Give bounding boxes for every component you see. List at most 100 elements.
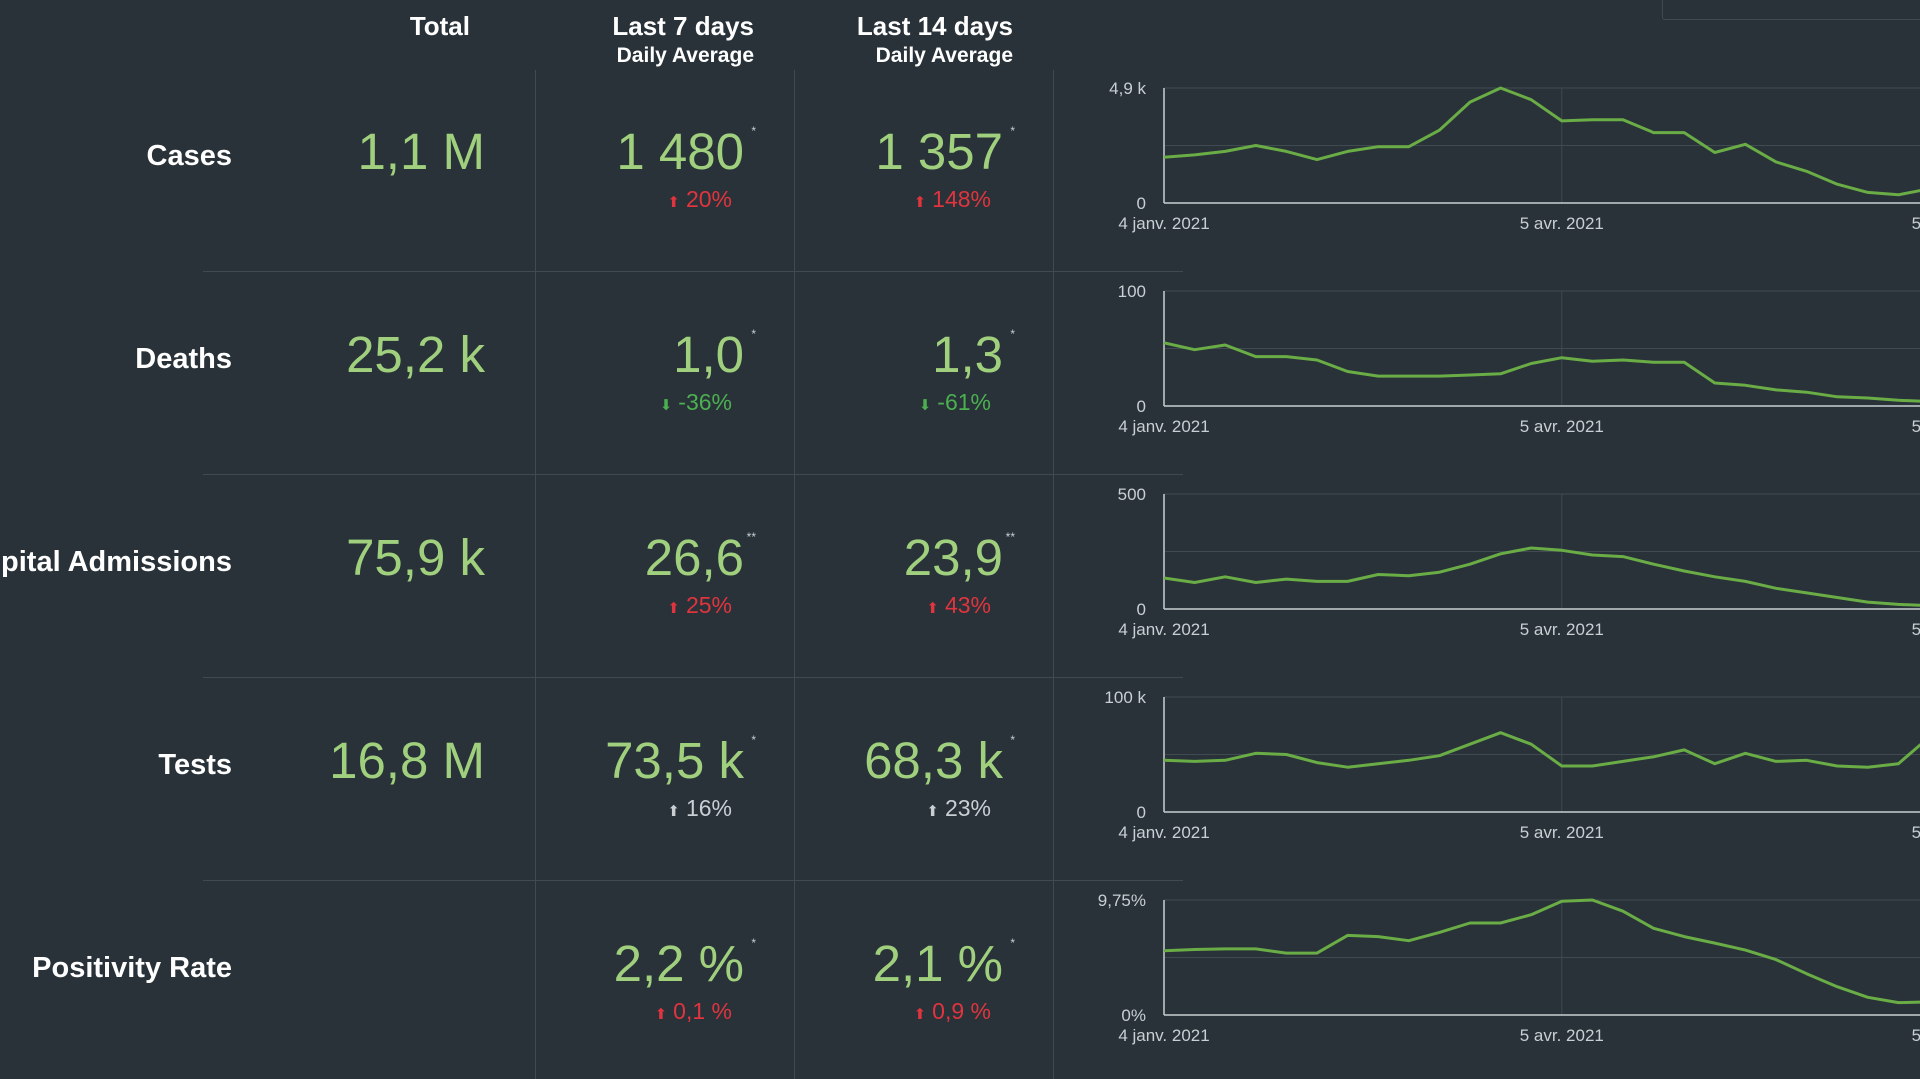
chg7-text: 20% — [685, 186, 732, 212]
series-line — [1163, 341, 1920, 403]
avg14-number: 1,3 — [932, 326, 1003, 383]
footnote-marker: * — [751, 936, 756, 950]
series-line — [1163, 546, 1920, 607]
chg7-positivity-rate: ⬆ 0,1 % — [655, 998, 732, 1025]
avg14-number: 68,3 k — [864, 732, 1003, 789]
x-tick-label: 4 janv. 2021 — [1118, 823, 1209, 842]
total-value-deaths: 25,2 k — [346, 326, 485, 383]
x-tick-label: 4 janv. 2021 — [1118, 1026, 1209, 1045]
total-value-cases: 1,1 M — [357, 123, 485, 180]
arrow-icon: ⬆ — [913, 194, 927, 211]
x-tick-label: 5 avr. 2021 — [1520, 1026, 1604, 1045]
avg14-number: 2,1 % — [872, 935, 1003, 992]
metric-label-tests: Tests — [158, 749, 232, 781]
series-line — [1163, 731, 1920, 769]
avg7-number: 1,0 — [673, 326, 744, 383]
y-tick-label: 0 — [1137, 803, 1146, 822]
avg7-value-deaths: 1,0 * — [673, 325, 756, 384]
footnote-marker: * — [1010, 936, 1015, 950]
footnote-marker: * — [1010, 124, 1015, 138]
chg14-cases: ⬆ 148% — [914, 186, 991, 213]
chg7-text: 16% — [685, 795, 732, 821]
footnote-marker: * — [751, 733, 756, 747]
header-total: Total — [410, 11, 470, 41]
x-tick-label: 5 avr. 2021 — [1520, 823, 1604, 842]
sparkline-tests: 0 100 k 4 janv. 2021 5 avr. 2021 5 juil. 202… — [1104, 688, 1920, 842]
series-line — [1163, 86, 1920, 197]
chg7-text: 0,1 % — [673, 998, 732, 1024]
arrow-icon: ⬆ — [654, 1006, 668, 1023]
metric-label-positivity-rate: Positivity Rate — [32, 952, 232, 984]
row-divider — [203, 880, 1183, 881]
arrow-icon: ⬆ — [667, 194, 680, 211]
chg14-hospital-admissions: ⬆ 43% — [926, 592, 991, 619]
header-last7-label: Last 7 days — [612, 11, 754, 41]
chg14-text: 0,9 % — [932, 998, 991, 1024]
avg7-number: 2,2 % — [613, 935, 744, 992]
avg7-number: 26,6 — [644, 529, 744, 586]
column-divider — [794, 70, 795, 1079]
sparkline-cases: 0 4,9 k 4 janv. 2021 5 avr. 2021 5 juil. 202… — [1109, 79, 1920, 233]
arrow-icon: ⬇ — [659, 397, 673, 414]
chg14-text: -61% — [937, 389, 991, 415]
chg14-tests: ⬆ 23% — [926, 795, 991, 822]
sparkline-deaths: 0 100 4 janv. 2021 5 avr. 2021 5 juil. 2021 — [1118, 282, 1920, 436]
chg7-hospital-admissions: ⬆ 25% — [667, 592, 732, 619]
chg14-text: 43% — [944, 592, 991, 618]
chg14-deaths: ⬇ -61% — [919, 389, 991, 416]
sparkline-positivity-rate: 0% 9,75% 4 janv. 2021 5 avr. 2021 5 juil. 20… — [1098, 891, 1920, 1045]
x-tick-label: 5 juil. 2021 — [1912, 417, 1920, 436]
avg7-number: 1 480 — [616, 123, 744, 180]
arrow-icon: ⬆ — [667, 600, 680, 617]
x-tick-label: 5 avr. 2021 — [1520, 214, 1604, 233]
chg7-text: 25% — [685, 592, 732, 618]
footnote-marker: ** — [746, 530, 756, 544]
y-tick-label: 0 — [1137, 397, 1146, 416]
avg14-value-tests: 68,3 k * — [864, 731, 1015, 790]
y-tick-label: 0 — [1137, 194, 1146, 213]
header-last7: Last 7 days Daily Average — [612, 11, 754, 71]
arrow-icon: ⬆ — [667, 803, 680, 820]
header-last7-sublabel: Daily Average — [616, 44, 754, 67]
y-tick-label: 100 — [1118, 282, 1146, 301]
metric-label-hospital-admissions: Hospital Admissions — [0, 546, 232, 578]
footnote-marker: * — [751, 124, 756, 138]
chg7-tests: ⬆ 16% — [667, 795, 732, 822]
x-tick-label: 4 janv. 2021 — [1118, 620, 1209, 639]
footnote-marker: ** — [1005, 530, 1015, 544]
column-divider — [1053, 70, 1054, 1079]
metric-label-deaths: Deaths — [135, 343, 232, 375]
footnote-marker: * — [1010, 327, 1015, 341]
x-tick-label: 5 juil. 2021 — [1912, 620, 1920, 639]
avg14-value-hospital-admissions: 23,9 ** — [903, 528, 1015, 587]
y-tick-label: 0% — [1121, 1006, 1146, 1025]
x-tick-label: 5 avr. 2021 — [1520, 620, 1604, 639]
arrow-icon: ⬇ — [918, 397, 932, 414]
x-tick-label: 4 janv. 2021 — [1118, 417, 1209, 436]
column-divider — [535, 70, 536, 1079]
chg7-text: -36% — [678, 389, 732, 415]
avg14-value-cases: 1 357 * — [875, 122, 1015, 181]
header-last14-label: Last 14 days — [856, 11, 1013, 41]
row-divider — [203, 677, 1183, 678]
avg14-number: 1 357 — [875, 123, 1003, 180]
header-total-label: Total — [409, 11, 470, 41]
arrow-icon: ⬆ — [926, 803, 939, 820]
header-last14: Last 14 days Daily Average — [857, 11, 1013, 71]
total-value-hospital-admissions: 75,9 k — [346, 529, 485, 586]
arrow-icon: ⬆ — [926, 600, 939, 617]
metric-label-cases: Cases — [146, 140, 232, 172]
x-tick-label: 5 juil. 2021 — [1912, 1026, 1920, 1045]
chg7-deaths: ⬇ -36% — [660, 389, 732, 416]
chg7-cases: ⬆ 20% — [667, 186, 732, 213]
avg14-number: 23,9 — [903, 529, 1003, 586]
avg14-value-positivity-rate: 2,1 % * — [872, 934, 1015, 993]
avg7-value-tests: 73,5 k * — [605, 731, 756, 790]
row-divider — [203, 271, 1183, 272]
footnote-marker: * — [1010, 733, 1015, 747]
chg14-text: 148% — [932, 186, 991, 212]
filter-box[interactable] — [1662, 0, 1920, 20]
x-tick-label: 5 juil. 2021 — [1912, 214, 1920, 233]
x-tick-label: 4 janv. 2021 — [1118, 214, 1209, 233]
